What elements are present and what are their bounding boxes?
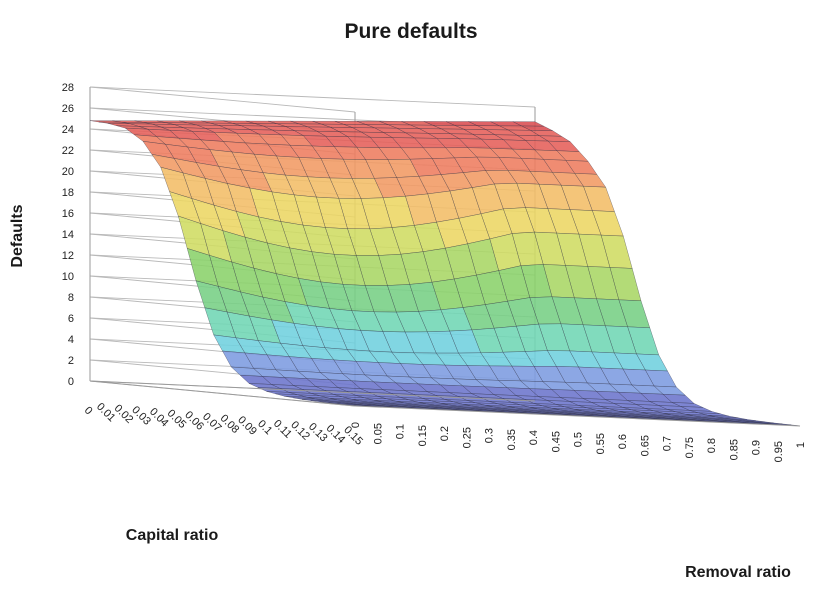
z-tick-label: 2: [68, 355, 74, 367]
axes: [89, 380, 801, 427]
y-axis-title: Removal ratio: [685, 564, 791, 581]
z-tick-label: 10: [62, 271, 74, 283]
capital-ratio-tick-label: 0.1: [255, 418, 274, 437]
removal-ratio-tick-label: 0.1: [395, 424, 407, 439]
z-tick-label: 6: [68, 313, 74, 325]
removal-ratio-tick-label: 0.4: [528, 430, 540, 445]
removal-ratio-tick-label: 0.7: [662, 436, 674, 451]
z-tick-label: 4: [68, 334, 74, 346]
z-tick-label: 22: [62, 145, 74, 157]
removal-ratio-tick-label: 0: [350, 422, 362, 428]
removal-ratio-tick-label: 0.5: [573, 432, 585, 447]
z-tick-label: 28: [62, 82, 74, 94]
z-tick-label: 8: [68, 292, 74, 304]
z-tick-label: 12: [62, 250, 74, 262]
removal-ratio-tick-label: 0.9: [751, 440, 763, 455]
removal-ratio-tick-label: 0.45: [550, 431, 562, 452]
removal-ratio-tick-label: 0.95: [773, 441, 785, 462]
removal-ratio-tick-label: 0.6: [617, 434, 629, 449]
capital-ratio-ticks: 0 0.010.020.030.040.050.060.070.080.090.1…: [82, 401, 365, 448]
z-tick-label: 20: [62, 166, 74, 178]
capital-axis-line: [89, 380, 356, 407]
capital-ratio-tick-label: 0: [82, 404, 95, 417]
removal-ratio-tick-label: 0.3: [484, 428, 496, 443]
z-tick-label: 0: [68, 376, 74, 388]
removal-ratio-ticks: 0 0.05 0.1 0.15 0.2 0.25 0.3 0.35 0.4 0.45 0.5 0.55…: [350, 422, 807, 462]
back-floor-line: [89, 380, 536, 402]
z-tick-label: 24: [62, 124, 74, 136]
surface-mesh: [89, 120, 801, 427]
removal-ratio-tick-label: 0.8: [706, 438, 718, 453]
z-tick-label: 14: [62, 229, 74, 241]
removal-ratio-tick-label: 0.55: [595, 433, 607, 454]
z-axis-title: Defaults: [9, 204, 26, 267]
removal-ratio-tick-label: 1: [795, 442, 807, 448]
removal-ratio-tick-label: 0.15: [417, 425, 429, 446]
z-tick-label: 16: [62, 208, 74, 220]
removal-ratio-tick-label: 0.65: [639, 435, 651, 456]
chart-title: Pure defaults: [344, 20, 477, 43]
removal-ratio-tick-label: 0.25: [461, 427, 473, 448]
z-tick-label: 18: [62, 187, 74, 199]
z-gridline-back: [89, 86, 536, 108]
removal-ratio-tick-label: 0.75: [684, 437, 696, 458]
z-gridline-side: [89, 86, 356, 113]
removal-ratio-tick-label: 0.85: [728, 439, 740, 460]
x-axis-title: Capital ratio: [126, 527, 219, 544]
removal-ratio-tick-label: 0.35: [506, 429, 518, 450]
removal-ratio-tick-label: 0.05: [372, 423, 384, 444]
removal-axis-line: [354, 405, 801, 427]
removal-ratio-tick-label: 0.2: [439, 426, 451, 441]
z-tick-label: 26: [62, 103, 74, 115]
